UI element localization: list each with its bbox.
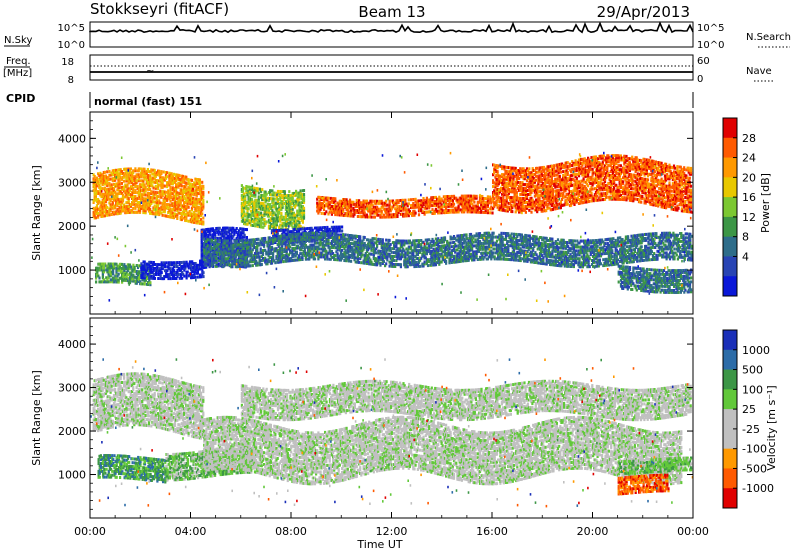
- nave-label: Nave: [746, 66, 772, 77]
- power-scatter-band: [617, 264, 693, 294]
- nsky-tick-high: 10^5: [58, 23, 85, 34]
- x-tick-label: 08:00: [275, 525, 307, 538]
- y-tick-label: 1000: [58, 469, 86, 482]
- y-tick-label: 4000: [58, 338, 86, 351]
- cpid-label: CPID: [6, 92, 35, 105]
- power-scatter-band: [92, 167, 205, 226]
- power-y-axis-label: Slant Range [km]: [30, 165, 43, 261]
- colorbar-tick-label: 16: [742, 191, 756, 204]
- colorbar-frame: [722, 117, 738, 297]
- velocity-speckle: [90, 358, 693, 508]
- velocity-scatter-data: [90, 358, 693, 508]
- y-tick-label: 3000: [58, 382, 86, 395]
- x-tick-label: 20:00: [577, 525, 609, 538]
- colorbar-swatch: [723, 428, 737, 450]
- power-scatter-band: [240, 184, 306, 231]
- colorbar-tick-label: 20: [742, 171, 756, 184]
- nave-tick-low: 0: [697, 74, 703, 85]
- power-scatter-band: [492, 154, 693, 214]
- y-tick-label: 4000: [58, 132, 86, 145]
- freq-tick-low: 8: [68, 75, 74, 86]
- colorbar-swatch: [723, 330, 737, 351]
- power-scatter-data: [91, 151, 693, 303]
- power-speckle: [91, 151, 693, 303]
- colorbar-swatch: [723, 349, 737, 370]
- velocity-colorbar-label: Velocity [m s⁻¹]: [765, 385, 778, 470]
- velocity-scatter-band: [617, 473, 670, 496]
- nsky-trace: [89, 21, 694, 34]
- colorbar-swatch: [723, 137, 737, 158]
- velocity-scatter-band: [617, 456, 693, 475]
- colorbar-tick-label: 100: [742, 383, 763, 396]
- y-tick-label: 2000: [58, 220, 86, 233]
- colorbar-tick-label: -100: [742, 443, 767, 456]
- colorbar-swatch: [723, 448, 737, 469]
- colorbar-tick-label: 1000: [742, 344, 770, 357]
- date-title: 29/Apr/2013: [597, 3, 690, 21]
- colorbar-tick-label: 25: [742, 403, 756, 416]
- x-tick-label: 00:00: [74, 525, 106, 538]
- power-panel: 1000 2000 3000 4000: [58, 111, 694, 315]
- x-tick-label: 12:00: [376, 525, 408, 538]
- colorbar-swatch: [723, 236, 737, 257]
- colorbar-tick-label: 8: [742, 231, 749, 244]
- colorbar-tick-label: -25: [742, 423, 760, 436]
- beam-title: Beam 13: [358, 3, 425, 21]
- colorbar-swatch: [723, 197, 737, 218]
- y-tick-label: 3000: [58, 176, 86, 189]
- velocity-scatter-band: [97, 454, 168, 484]
- colorbar-tick-label: 500: [742, 364, 763, 377]
- nsky-panel: [89, 21, 694, 48]
- power-colorbar: 28 24 20 16 12 8 4: [722, 117, 756, 297]
- colorbar-swatch: [723, 369, 737, 390]
- colorbar-swatch: [723, 216, 737, 238]
- x-tick-label: 04:00: [175, 525, 207, 538]
- nsky-label: N.Sky: [4, 35, 32, 46]
- power-scatter-band: [140, 259, 205, 281]
- power-colorbar-label: Power [dB]: [759, 173, 772, 233]
- colorbar-tick-label: 4: [742, 250, 749, 263]
- cpid-text: normal (fast) 151: [94, 95, 202, 108]
- colorbar-swatch: [723, 488, 737, 509]
- colorbar-swatch: [723, 157, 737, 178]
- velocity-scatter-band: [92, 372, 205, 440]
- y-tick-label: 2000: [58, 425, 86, 438]
- colorbar-swatch: [723, 409, 737, 430]
- nave-tick-high: 60: [697, 56, 710, 67]
- velocity-colorbar: 1000 500 100 25 -25 -100 -500 -1000: [722, 329, 774, 509]
- power-scatter-band: [203, 231, 693, 269]
- colorbar-swatch: [723, 118, 737, 139]
- freq-label: Freq.: [6, 56, 31, 67]
- colorbar-tick-label: -500: [742, 462, 767, 475]
- station-title: Stokkseyri (fitACF): [90, 0, 229, 18]
- power-scatter-band: [316, 194, 494, 219]
- nsky-tick-low: 10^0: [58, 40, 85, 51]
- freq-unit: [MHz]: [3, 68, 32, 79]
- velocity-scatter-band: [240, 379, 692, 422]
- colorbar-swatch: [723, 256, 737, 277]
- colorbar-tick-label: 24: [742, 152, 756, 165]
- colorbar-tick-label: 28: [742, 132, 756, 145]
- velocity-y-axis-label: Slant Range [km]: [30, 370, 43, 466]
- colorbar-tick-label: -1000: [742, 482, 774, 495]
- freq-glitch: ~: [146, 66, 154, 77]
- nsearch-tick-high: 10^5: [697, 23, 724, 34]
- colorbar-swatch: [723, 389, 737, 410]
- x-tick-label: 16:00: [476, 525, 508, 538]
- nsearch-tick-low: 10^0: [697, 40, 724, 51]
- colorbar-frame: [722, 329, 738, 509]
- y-tick-label: 1000: [58, 264, 86, 277]
- colorbar-swatch: [723, 276, 737, 297]
- freq-panel: [89, 54, 694, 81]
- colorbar-tick-label: 12: [742, 211, 756, 224]
- colorbar-swatch: [723, 177, 737, 198]
- x-axis-label: Time UT: [356, 538, 402, 551]
- nsearch-label: N.Search: [746, 32, 791, 43]
- x-tick-label: 00:00: [677, 525, 709, 538]
- freq-tick-high: 18: [61, 57, 74, 68]
- velocity-scatter-band: [203, 415, 683, 486]
- velocity-panel: 1000 2000 3000 4000 00:00 04:00 08:00 12:00 16:0…: [58, 317, 709, 538]
- colorbar-swatch: [723, 468, 737, 489]
